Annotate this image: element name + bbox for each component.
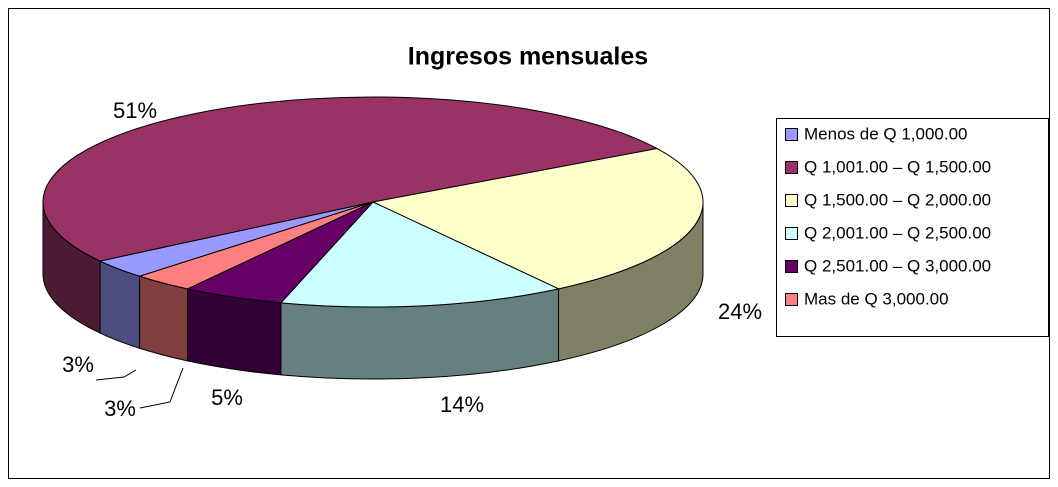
chart-title: Ingresos mensuales (408, 43, 648, 71)
data-label: 51% (113, 98, 157, 123)
pie-slice (371, 148, 704, 290)
data-label: 14% (440, 392, 484, 417)
legend-label: Q 1,500.00 – Q 2,000.00 (804, 190, 991, 209)
legend-label: Q 1,001.00 – Q 1,500.00 (804, 157, 991, 176)
legend-label: Q 2,501.00 – Q 3,000.00 (804, 256, 991, 275)
legend-swatch (785, 227, 798, 240)
legend-swatch (785, 194, 798, 207)
legend-swatch (785, 260, 798, 273)
legend-label: Menos de Q 1,000.00 (804, 124, 968, 143)
data-label: 3% (104, 396, 136, 421)
pie-slice (42, 96, 659, 262)
data-label: 3% (62, 352, 94, 377)
legend-swatch (785, 161, 798, 174)
data-label: 24% (718, 299, 762, 324)
legend-label: Mas de Q 3,000.00 (804, 289, 949, 308)
legend-swatch (785, 293, 798, 306)
pie-slice (138, 201, 374, 290)
pie-side (139, 275, 189, 362)
legend-box (776, 118, 1049, 337)
leader-line (139, 367, 184, 409)
legend-swatch (785, 128, 798, 141)
pie-slice (279, 201, 561, 308)
data-label: 5% (211, 385, 243, 410)
legend-label: Q 2,001.00 – Q 2,500.00 (804, 223, 991, 242)
leader-line (95, 369, 137, 381)
